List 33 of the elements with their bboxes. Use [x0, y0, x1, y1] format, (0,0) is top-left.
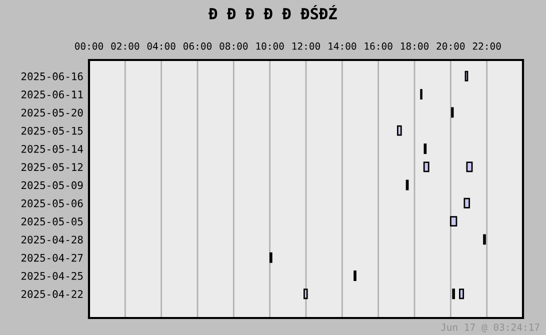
- y-tick-label: 2025-04-28: [22, 236, 83, 244]
- y-tick-label: 2025-05-20: [22, 108, 83, 117]
- bar: [450, 216, 458, 227]
- y-tick-label: 2025-05-05: [22, 218, 83, 226]
- x-tick-label: 22:00: [472, 42, 501, 50]
- x-tick-label: 10:00: [256, 42, 284, 50]
- bar: [396, 125, 402, 136]
- bar: [464, 198, 470, 208]
- x-tick-label: 14:00: [328, 42, 356, 50]
- x-tick-label: 20:00: [436, 42, 465, 50]
- y-tick-label: 2025-06-11: [22, 90, 83, 98]
- x-tick-label: 04:00: [147, 42, 176, 50]
- bar: [459, 288, 464, 300]
- y-tick-label: 2025-05-09: [22, 181, 83, 190]
- bar: [466, 162, 473, 172]
- y-tick-label: 2025-05-12: [22, 163, 83, 171]
- y-tick-label: 2025-05-14: [22, 144, 83, 153]
- x-tick-label: 18:00: [401, 42, 429, 50]
- chart-title: Đ Đ Đ Đ Đ ĐŚĐŹ: [208, 5, 337, 20]
- y-tick-label: 2025-04-22: [22, 290, 83, 298]
- bar: [303, 288, 308, 300]
- x-tick-label: 08:00: [220, 42, 248, 50]
- y-tick-label: 2025-05-15: [22, 126, 83, 135]
- y-tick-label: 2025-05-06: [22, 199, 83, 208]
- x-tick-label: 00:00: [75, 42, 104, 50]
- x-tick-label: 02:00: [111, 42, 140, 50]
- bar: [423, 162, 430, 172]
- y-tick-label: 2025-06-16: [22, 72, 83, 80]
- x-tick-label: 06:00: [184, 42, 212, 50]
- y-tick-label: 2025-04-27: [22, 254, 83, 262]
- x-tick-label: 16:00: [364, 42, 392, 50]
- y-tick-label: 2025-04-25: [22, 272, 83, 280]
- x-tick-label: 12:00: [292, 42, 320, 50]
